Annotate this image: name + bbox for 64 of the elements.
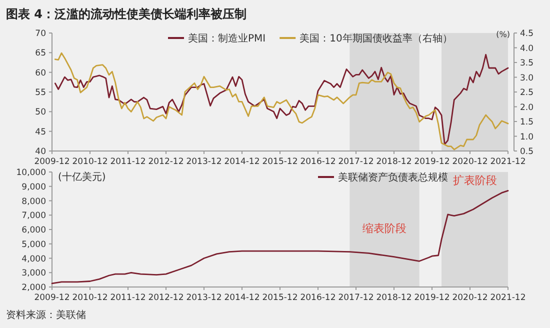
legend-label: 美国：10年期国债收益率（右轴） (300, 32, 452, 44)
y-tick-label: 6,000 (22, 226, 46, 236)
x-tick-label: 2012-12 (148, 293, 184, 303)
x-tick-label: 2021-12 (490, 293, 526, 303)
x-tick-label: 2016-12 (300, 293, 336, 303)
x-tick-label: 2019-12 (414, 157, 450, 167)
x-tick-label: 2014-12 (224, 293, 260, 303)
y2-tick-label: 3.0 (520, 73, 534, 84)
y-axis-title: (十亿美元) (58, 171, 106, 183)
x-tick-label: 2013-12 (186, 293, 222, 303)
x-tick-label: 2011-12 (110, 157, 146, 167)
x-tick-label: 2009-12 (34, 293, 70, 303)
y-tick-label: 55 (35, 88, 46, 98)
y2-tick-label: 2.5 (520, 88, 534, 98)
legend-label: 美国：制造业PMI (188, 32, 266, 44)
y-tick-label: 50 (35, 108, 46, 118)
y-tick-label: 10,000 (16, 168, 46, 178)
y2-tick-label: 3.5 (520, 58, 534, 68)
y-tick-label: 2,000 (22, 283, 46, 293)
legend-item: 美国：10年期国债收益率（右轴） (280, 34, 452, 44)
x-tick-label: 2015-12 (262, 157, 298, 167)
y2-axis-title: (%) (496, 30, 510, 39)
band-label: 缩表阶段 (362, 222, 406, 235)
line-series (51, 190, 509, 284)
legend-label: 美联储资产负债表总规模 (338, 172, 448, 184)
y-tick-label: 3,000 (22, 268, 46, 279)
x-tick-label: 2018-12 (376, 157, 412, 167)
x-tick-label: 2013-12 (186, 157, 222, 167)
y2-tick-label: 4.0 (520, 44, 534, 54)
x-tick-label: 2012-12 (148, 157, 184, 167)
x-tick-label: 2014-12 (224, 157, 260, 167)
y2-tick-label: 0.5 (520, 147, 534, 157)
x-tick-label: 2020-12 (452, 293, 488, 303)
chart-title: 图表 4：泛滥的流动性使美债长端利率被压制 (6, 7, 247, 21)
band-label: 扩表阶段 (452, 174, 497, 187)
y-tick-label: 45 (35, 127, 46, 138)
y-tick-label: 65 (35, 48, 46, 59)
x-tick-label: 2011-12 (110, 293, 146, 303)
y-tick-label: 8,000 (22, 196, 46, 207)
x-tick-label: 2018-12 (376, 293, 412, 303)
y-tick-label: 40 (35, 147, 46, 157)
x-tick-label: 2017-12 (338, 293, 374, 303)
x-tick-label: 2010-12 (72, 157, 108, 167)
text: 资料来源：美联储 (6, 309, 86, 321)
y-tick-label: 4,000 (22, 254, 46, 264)
x-tick-label: 2015-12 (262, 293, 298, 303)
y-tick-label: 9,000 (22, 182, 46, 192)
x-tick-label: 2016-12 (300, 157, 336, 167)
x-tick-label: 2019-12 (414, 293, 450, 303)
y-tick-label: 5,000 (22, 240, 46, 250)
y-tick-label: 70 (35, 29, 46, 39)
y2-tick-label: 1.0 (520, 132, 534, 142)
y-tick-label: 7,000 (22, 211, 46, 222)
x-tick-label: 2021-12 (490, 157, 526, 167)
x-tick-label: 2020-12 (452, 157, 488, 167)
legend-item: 美国：制造业PMI (168, 34, 266, 44)
x-tick-label: 2010-12 (72, 293, 108, 303)
y2-tick-label: 1.5 (520, 118, 534, 128)
legend-item: 美联储资产负债表总规模 (318, 172, 448, 184)
y2-tick-label: 2.0 (520, 102, 534, 113)
y2-tick-label: 4.5 (520, 29, 534, 39)
x-tick-label: 2009-12 (34, 157, 70, 167)
y-tick-label: 60 (35, 68, 46, 78)
x-tick-label: 2017-12 (338, 157, 374, 167)
